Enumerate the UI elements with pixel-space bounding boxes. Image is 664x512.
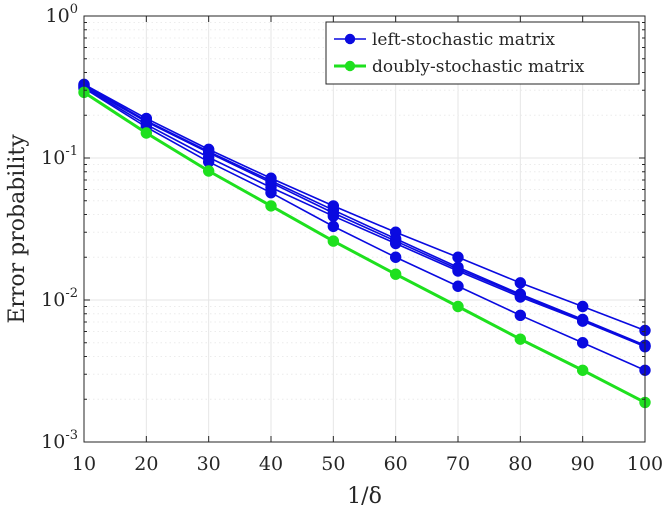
- data-point: [452, 251, 464, 263]
- legend-entry-1[interactable]: left-stochastic matrix: [334, 30, 555, 50]
- legend-label: left-stochastic matrix: [372, 30, 555, 50]
- series-line: [83, 91, 646, 404]
- y-axis-title: Error probability: [5, 134, 30, 324]
- x-tick-label: 50: [321, 453, 345, 475]
- data-point: [202, 165, 215, 177]
- x-tick-label: 10: [72, 453, 96, 475]
- x-tick-label: 30: [197, 453, 221, 475]
- series-layer: [78, 78, 651, 409]
- legend[interactable]: left-stochastic matrix doubly-stochastic …: [325, 21, 640, 85]
- legend-entry-2[interactable]: doubly-stochastic matrix: [334, 57, 585, 77]
- legend-marker: [344, 60, 356, 72]
- data-point: [389, 251, 402, 263]
- data-point: [576, 364, 589, 376]
- data-point: [327, 235, 340, 247]
- series-5: [78, 82, 651, 376]
- x-axis-title: 1/δ: [347, 484, 382, 509]
- series-line: [83, 84, 646, 346]
- data-point: [452, 280, 464, 292]
- x-tick-label: 40: [259, 453, 283, 475]
- y-tick-label: 100: [46, 2, 78, 27]
- x-tick-label: 100: [627, 453, 663, 475]
- series-line: [83, 85, 646, 348]
- series-line: [83, 87, 646, 372]
- data-point: [576, 315, 589, 327]
- data-point: [452, 265, 464, 277]
- series-6: [78, 86, 651, 409]
- data-point: [514, 291, 527, 303]
- legend-box: [325, 21, 640, 85]
- axes-box: [83, 15, 646, 443]
- data-point: [452, 300, 464, 313]
- x-tick-label: 60: [384, 453, 408, 475]
- series-line: [83, 86, 646, 348]
- data-point: [327, 210, 340, 222]
- data-point: [265, 186, 277, 199]
- legend-marker: [344, 33, 356, 45]
- y-tick-label: 10-2: [41, 286, 78, 311]
- data-point: [576, 300, 589, 313]
- legend-label: doubly-stochastic matrix: [372, 57, 585, 77]
- data-point: [576, 337, 589, 349]
- x-tick-label: 80: [508, 453, 532, 475]
- data-point: [389, 237, 402, 250]
- x-tick-label: 20: [134, 453, 158, 475]
- data-point: [265, 200, 277, 212]
- y-tick-label: 10-3: [41, 428, 78, 453]
- data-point: [514, 277, 527, 289]
- y-tick-label: 10-1: [41, 144, 78, 169]
- data-point: [514, 309, 527, 322]
- data-point: [140, 127, 153, 139]
- axes: 10 20 30 40 50 60 70 80 90 100 100 10-1 10-2 10-3 1/δ E…: [5, 2, 663, 509]
- data-point: [389, 268, 402, 280]
- series-line: [83, 83, 646, 332]
- x-tick-label: 90: [571, 453, 595, 475]
- data-point: [327, 220, 340, 233]
- data-point: [514, 333, 527, 345]
- x-tick-label: 70: [446, 453, 470, 475]
